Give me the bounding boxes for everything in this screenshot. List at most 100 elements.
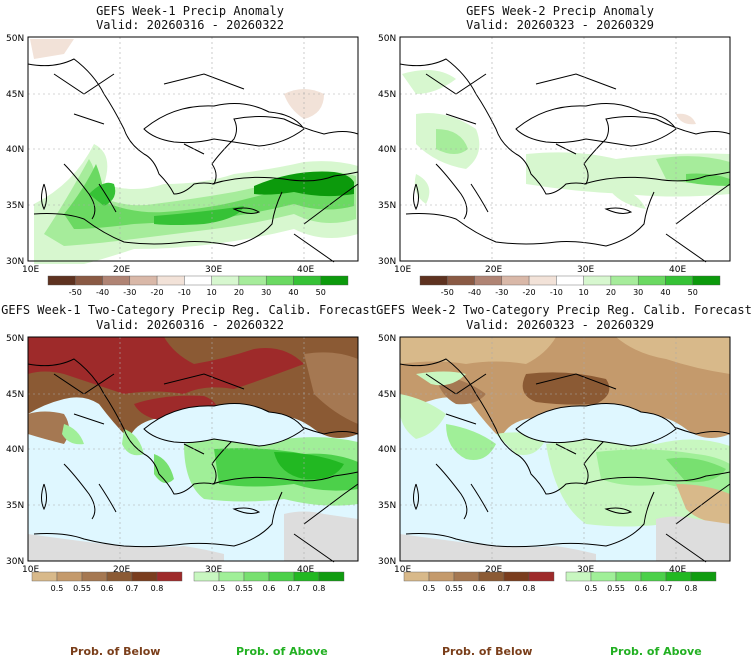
colorbar-tick-label: 50	[316, 288, 326, 296]
colorbar-swatch	[640, 571, 667, 582]
lon-label: 30E	[205, 265, 222, 274]
colorbar-tick-label: -10	[550, 288, 563, 296]
colorbar-swatch	[75, 275, 103, 286]
lon-label: 40E	[669, 265, 686, 274]
lat-label: 45N	[378, 90, 396, 100]
lon-label: 30E	[577, 265, 594, 274]
colorbar-swatch	[193, 571, 220, 582]
colorbar-swatch	[184, 275, 212, 286]
lat-label: 40N	[378, 145, 396, 155]
lat-label: 35N	[378, 201, 396, 211]
panel4-map: 50N 45N 40N 35N 30N 10E 20E 30E 40E	[378, 334, 731, 574]
prob-above-label: Prob. of Above	[236, 645, 328, 658]
colorbar-swatch	[238, 275, 267, 286]
panel4-title: GEFS Week-2 Two-Category Precip Reg. Cal…	[376, 303, 752, 317]
panel2-valid: Valid: 20260323 - 20260329	[466, 18, 654, 32]
prob-above-colorbar-1: 0.5 0.55 0.6 0.7 0.8	[193, 571, 345, 593]
lon-label: 20E	[113, 265, 130, 274]
lat-label: 30N	[378, 257, 396, 267]
lat-label: 50N	[378, 34, 396, 44]
colorbar-tick-label: -40	[96, 288, 109, 296]
grid-lines	[28, 337, 358, 561]
panel3-map: 50N 45N 40N 35N 30N 10E 20E 30E 40E	[6, 334, 359, 574]
colorbar-swatch	[243, 571, 270, 582]
colorbar-swatch	[211, 275, 240, 286]
colorbar-tick-label: 20	[606, 288, 616, 296]
colorbar-swatch	[293, 275, 321, 286]
panel1-title: GEFS Week-1 Precip Anomaly	[96, 4, 284, 18]
colorbar-tick-label: -50	[441, 288, 454, 296]
colorbar-tick-label: 0.7	[498, 584, 511, 593]
lat-label: 30N	[378, 557, 396, 567]
colorbar-swatch	[665, 275, 693, 286]
colorbar-swatch	[556, 275, 584, 286]
colorbar-tick-label: 0.8	[151, 584, 164, 593]
colorbar-swatch	[268, 571, 295, 582]
colorbar-swatch	[610, 275, 639, 286]
colorbar-swatch	[590, 571, 617, 582]
lat-label: 45N	[6, 390, 24, 400]
colorbar-swatch	[637, 275, 666, 286]
precip-anomaly-fill	[402, 70, 730, 209]
colorbar-swatch	[528, 571, 555, 582]
panel4-valid: Valid: 20260323 - 20260329	[466, 318, 654, 332]
colorbar-swatch	[318, 571, 345, 582]
lat-label: 40N	[378, 445, 396, 455]
colorbar-tick-label: -50	[69, 288, 82, 296]
colorbar-swatch	[129, 275, 158, 286]
colorbar-tick-label: 0.5	[213, 584, 226, 593]
lon-label: 40E	[297, 265, 314, 274]
colorbar-tick-label: -30	[123, 288, 136, 296]
colorbar-tick-label: 10	[207, 288, 217, 296]
prob-below-colorbar-1: 0.5 0.55 0.6 0.7 0.8	[31, 571, 183, 593]
colorbar-tick-label: 0.6	[473, 584, 486, 593]
colorbar-tick-label: 50	[688, 288, 698, 296]
colorbar-swatch	[453, 571, 480, 582]
lat-label: 40N	[6, 445, 24, 455]
lon-label: 30E	[577, 565, 594, 574]
colorbar-swatch	[447, 275, 475, 286]
lon-label: 10E	[22, 265, 39, 274]
colorbar-swatch	[293, 571, 320, 582]
lon-label: 10E	[394, 265, 411, 274]
lon-label: 10E	[22, 565, 39, 574]
colorbar-tick-label: -20	[523, 288, 536, 296]
colorbar-tick-label: 0.8	[313, 584, 326, 593]
lat-label: 30N	[6, 257, 24, 267]
lon-label: 10E	[394, 565, 411, 574]
colorbar-tick-label: 0.55	[235, 584, 253, 593]
colorbar-swatch	[131, 571, 158, 582]
lon-label: 20E	[485, 565, 502, 574]
colorbar-swatch	[156, 275, 185, 286]
lat-label: 45N	[6, 90, 24, 100]
lat-label: 50N	[6, 34, 24, 44]
colorbar-tick-label: 0.55	[445, 584, 463, 593]
colorbar-swatch	[690, 571, 717, 582]
colorbar-swatch	[218, 571, 245, 582]
colorbar-tick-label: 0.6	[263, 584, 276, 593]
colorbar-swatch	[106, 571, 133, 582]
lon-label: 40E	[669, 565, 686, 574]
colorbar-tick-label: 0.6	[635, 584, 648, 593]
colorbar-tick-label: 30	[633, 288, 643, 296]
colorbar-swatch	[503, 571, 530, 582]
colorbar-swatch	[156, 571, 183, 582]
colorbar-swatch	[478, 571, 505, 582]
colorbar-swatch	[403, 571, 430, 582]
colorbar-tick-label: 0.7	[660, 584, 673, 593]
colorbar-tick-label: 0.7	[126, 584, 139, 593]
anomaly-colorbar-1: -50 -40 -30 -20 -10 10 20 30 40 50	[47, 275, 349, 296]
lat-label: 50N	[378, 334, 396, 344]
colorbar-tick-label: 0.7	[288, 584, 301, 593]
lon-label: 20E	[485, 265, 502, 274]
colorbar-swatch	[474, 275, 503, 286]
colorbar-swatch	[265, 275, 294, 286]
lon-label: 30E	[205, 565, 222, 574]
panel1-map: 50N 45N 40N 35N 30N 10E 20E 30E 40E	[6, 34, 359, 274]
panel1-valid: Valid: 20260316 - 20260322	[96, 18, 284, 32]
colorbar-tick-label: 40	[288, 288, 298, 296]
colorbar-tick-label: 10	[579, 288, 589, 296]
colorbar-swatch	[428, 571, 455, 582]
colorbar-tick-label: 20	[234, 288, 244, 296]
lat-label: 45N	[378, 390, 396, 400]
